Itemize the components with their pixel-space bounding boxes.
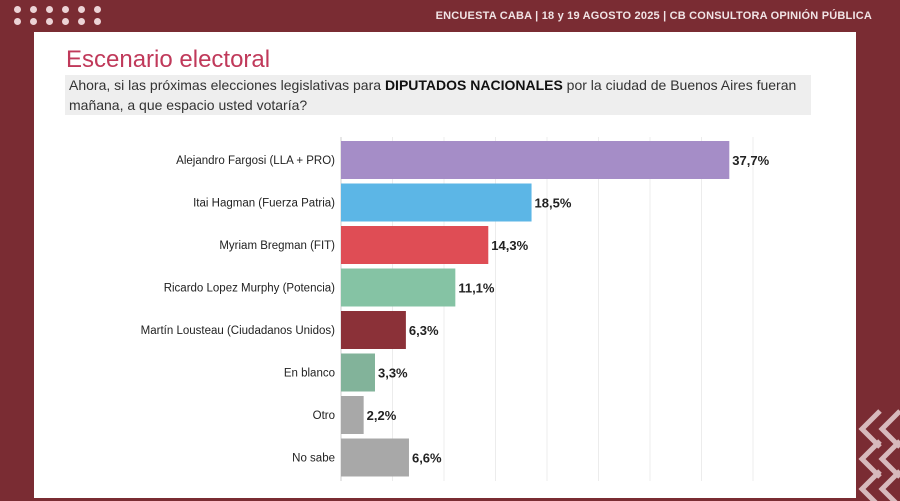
chart-card: Escenario electoral Ahora, si las próxim… — [34, 32, 856, 498]
chevron-decoration — [858, 409, 900, 501]
value-label: 14,3% — [491, 238, 528, 253]
chart-title: Escenario electoral — [66, 46, 271, 73]
value-label: 11,1% — [458, 281, 495, 296]
question-text-start: Ahora, si las próximas elecciones legisl… — [69, 77, 385, 93]
category-label: No sabe — [292, 453, 335, 465]
category-label: Myriam Bregman (FIT) — [219, 240, 335, 252]
category-label: Martín Lousteau (Ciudadanos Unidos) — [141, 325, 336, 337]
category-label: Itai Hagman (Fuerza Patria) — [193, 198, 335, 210]
bar — [341, 396, 364, 434]
category-label: Ricardo Lopez Murphy (Potencia) — [164, 283, 335, 295]
question-text-end: por la ciudad de Buenos Aires fueran mañ… — [69, 77, 797, 113]
bar — [341, 183, 532, 222]
bar — [341, 226, 489, 264]
category-label: Alejandro Fargosi (LLA + PRO) — [176, 155, 335, 167]
survey-header: ENCUESTA CABA | 18 y 19 AGOSTO 2025 | CB… — [435, 10, 872, 22]
value-label: 3,3% — [378, 366, 408, 381]
value-label: 6,3% — [409, 323, 439, 338]
bar — [341, 438, 409, 477]
value-label: 2,2% — [367, 408, 397, 423]
bar — [341, 268, 456, 307]
value-label: 37,7% — [732, 153, 769, 168]
bar-chart: Alejandro Fargosi (LLA + PRO) 37,7% Itai H… — [141, 137, 770, 481]
bar — [341, 141, 730, 179]
category-label: Otro — [313, 410, 335, 422]
bar — [341, 353, 375, 392]
question-text-bold: DIPUTADOS NACIONALES — [384, 77, 563, 93]
bar — [341, 311, 406, 349]
value-label: 18,5% — [535, 196, 572, 211]
decorative-dots — [14, 6, 104, 26]
category-label: En blanco — [284, 368, 335, 380]
survey-question: Ahora, si las próximas elecciones legisl… — [65, 75, 811, 115]
value-label: 6,6% — [412, 451, 442, 466]
